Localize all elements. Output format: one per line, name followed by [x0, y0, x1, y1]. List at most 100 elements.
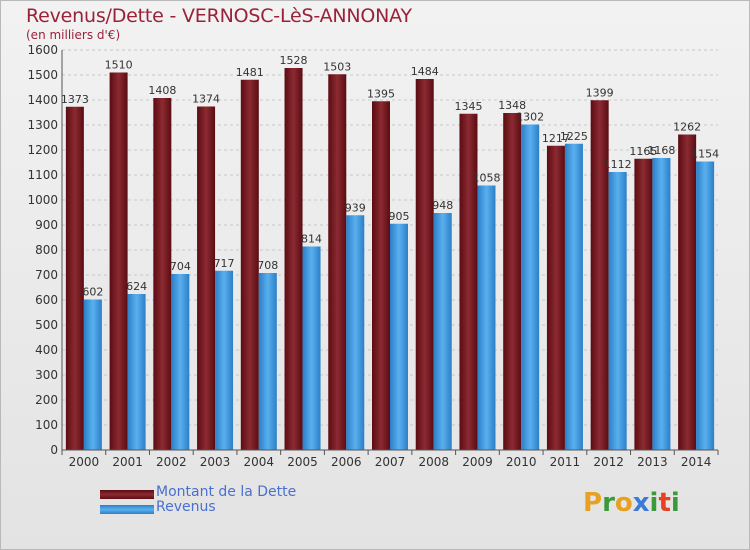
- y-tick-label: 600: [35, 293, 58, 307]
- data-label-dette: 1528: [280, 54, 308, 67]
- y-tick-label: 1300: [27, 118, 58, 132]
- legend-swatch-revenus: [100, 505, 154, 514]
- data-label-dette: 1503: [323, 60, 351, 73]
- bar-revenus: [608, 172, 627, 450]
- y-tick-label: 1100: [27, 168, 58, 182]
- data-label-dette: 1408: [148, 84, 176, 97]
- x-tick-label: 2008: [418, 455, 449, 469]
- bar-dette: [153, 98, 172, 450]
- data-label-revenus: 602: [82, 286, 103, 299]
- bar-revenus: [127, 294, 146, 450]
- data-label-revenus: 704: [170, 260, 191, 273]
- bar-dette: [678, 134, 697, 450]
- x-tick-label: 2007: [375, 455, 406, 469]
- bar-dette: [546, 145, 565, 450]
- y-tick-label: 400: [35, 343, 58, 357]
- data-label-revenus: 1112: [604, 158, 632, 171]
- logo-letter: P: [583, 488, 603, 518]
- y-tick-label: 1400: [27, 93, 58, 107]
- bar-dette: [415, 79, 434, 450]
- data-label-revenus: 717: [214, 257, 235, 270]
- data-label-revenus: 1058: [472, 172, 500, 185]
- data-label-dette: 1395: [367, 87, 395, 100]
- data-label-revenus: 939: [345, 201, 366, 214]
- x-tick-label: 2004: [244, 455, 275, 469]
- bar-dette: [459, 113, 478, 450]
- bar-revenus: [477, 185, 496, 450]
- x-tick-label: 2010: [506, 455, 537, 469]
- data-label-revenus: 1168: [647, 144, 675, 157]
- bar-dette: [197, 106, 216, 450]
- x-tick-label: 2014: [681, 455, 712, 469]
- bar-dette: [240, 79, 259, 450]
- data-label-revenus: 1225: [560, 130, 588, 143]
- data-label-dette: 1217: [542, 132, 570, 145]
- logo-letter: i: [670, 488, 680, 518]
- bar-revenus: [390, 223, 408, 450]
- data-label-revenus: 708: [257, 259, 278, 272]
- bar-revenus: [215, 270, 234, 450]
- x-tick-label: 2002: [156, 455, 187, 469]
- bar-revenus: [564, 143, 583, 450]
- bar-dette: [328, 74, 347, 450]
- y-tick-label: 100: [35, 418, 58, 432]
- x-tick-label: 2005: [287, 455, 318, 469]
- x-tick-label: 2013: [637, 455, 668, 469]
- y-tick-label: 700: [35, 268, 58, 282]
- data-label-dette: 1348: [498, 99, 526, 112]
- data-label-dette: 1165: [629, 145, 657, 158]
- logo-letter: t: [658, 488, 671, 518]
- bar-revenus: [258, 273, 277, 450]
- data-label-revenus: 1302: [516, 111, 544, 124]
- bar-revenus: [652, 158, 671, 450]
- x-tick-label: 2003: [200, 455, 231, 469]
- bar-revenus: [521, 124, 540, 450]
- legend-swatch-dette: [100, 490, 154, 499]
- data-label-revenus: 948: [432, 199, 453, 212]
- y-tick-label: 1000: [27, 193, 58, 207]
- bar-dette: [284, 68, 303, 450]
- bar-revenus: [302, 246, 321, 450]
- proxiti-logo: Proxiti: [583, 488, 680, 518]
- data-label-revenus: 905: [389, 210, 410, 223]
- bar-dette: [372, 101, 390, 450]
- logo-letter: r: [602, 488, 615, 518]
- data-label-revenus: 814: [301, 233, 322, 246]
- logo-letter: i: [649, 488, 659, 518]
- bar-dette: [109, 72, 128, 450]
- x-tick-label: 2011: [550, 455, 581, 469]
- data-label-dette: 1510: [105, 59, 133, 72]
- x-tick-label: 2001: [112, 455, 143, 469]
- y-tick-label: 1200: [27, 143, 58, 157]
- bar-revenus: [346, 215, 365, 450]
- data-label-dette: 1484: [411, 65, 439, 78]
- y-tick-label: 500: [35, 318, 58, 332]
- bar-revenus: [433, 213, 452, 450]
- data-label-revenus: 624: [126, 280, 147, 293]
- chart-title: Revenus/Dette - VERNOSC-LèS-ANNONAY: [26, 5, 412, 27]
- x-tick-label: 2012: [593, 455, 624, 469]
- y-tick-label: 0: [50, 443, 58, 457]
- y-tick-label: 300: [35, 368, 58, 382]
- data-label-dette: 1345: [454, 100, 482, 113]
- x-tick-label: 2009: [462, 455, 493, 469]
- data-label-dette: 1399: [586, 86, 614, 99]
- data-label-revenus: 1154: [691, 148, 719, 161]
- data-label-dette: 1481: [236, 66, 264, 79]
- logo-letter: x: [632, 488, 650, 518]
- x-tick-label: 2000: [69, 455, 100, 469]
- chart-subtitle: (en milliers d'€): [26, 28, 121, 42]
- bar-dette: [65, 106, 84, 450]
- legend-label-dette: Montant de la Dette: [156, 484, 297, 500]
- bar-revenus: [696, 161, 715, 450]
- legend-label-revenus: Revenus: [156, 499, 216, 515]
- bar-dette: [503, 113, 522, 450]
- y-tick-label: 200: [35, 393, 58, 407]
- bar-dette: [634, 158, 653, 450]
- y-tick-label: 1500: [27, 68, 58, 82]
- bar-dette: [590, 100, 609, 450]
- data-label-dette: 1373: [61, 93, 89, 106]
- x-tick-label: 2006: [331, 455, 362, 469]
- logo-letter: o: [614, 488, 633, 518]
- data-label-dette: 1374: [192, 93, 220, 106]
